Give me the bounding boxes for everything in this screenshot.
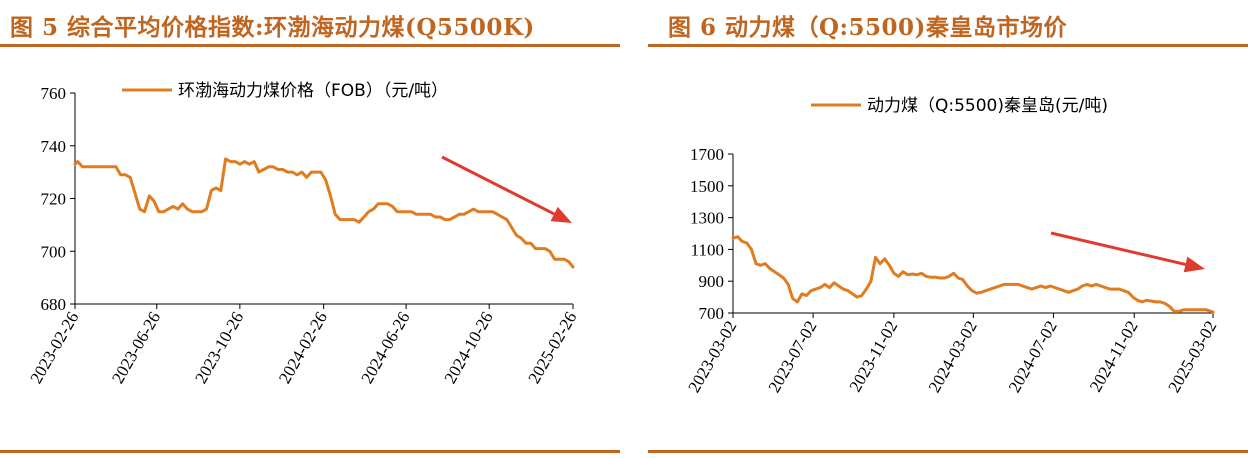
y-tick-label: 1300 <box>690 209 724 228</box>
figure-5-top-rule <box>0 44 620 47</box>
figure-6-top-rule <box>648 44 1248 47</box>
y-tick-label: 700 <box>41 242 67 261</box>
figure-5-line-chart: 680 700 720 740 760 2023-02-26 2023-06-26 2023-… <box>26 81 580 387</box>
figure-6-line-chart: 700 900 1100 1300 1500 1700 2023-03-02 2023-07-… <box>684 96 1220 396</box>
trend-arrow-shaft <box>441 155 555 216</box>
y-tick-label: 1500 <box>690 177 724 196</box>
x-tick-label: 2024-10-26 <box>441 309 497 387</box>
x-tick-label: 2024-03-02 <box>925 318 981 396</box>
x-tick-label: 2023-11-02 <box>846 318 902 396</box>
x-tick-label: 2025-02-26 <box>524 309 580 387</box>
y-tick-label: 760 <box>41 84 67 103</box>
figure-6-panel: 图 6 动力煤（Q:5500)秦皇岛市场价 700 900 1100 1300 1500… <box>648 0 1248 458</box>
y-tick-label: 680 <box>41 295 67 314</box>
x-tick-label: 2023-07-02 <box>764 318 820 396</box>
x-tick-label: 2024-06-26 <box>357 309 413 387</box>
legend-label: 环渤海动力煤价格（FOB）（元/吨） <box>178 81 448 101</box>
figure-6-title: 图 6 动力煤（Q:5500)秦皇岛市场价 <box>668 14 1067 41</box>
x-tick-label: 2024-07-02 <box>1005 318 1061 396</box>
x-tick-label: 2023-02-26 <box>26 309 82 387</box>
x-tick-label: 2024-11-02 <box>1086 318 1142 396</box>
x-tick-label: 2024-02-26 <box>275 309 331 387</box>
trend-arrow-head <box>1183 256 1205 273</box>
trend-arrow-shaft <box>1050 231 1186 266</box>
y-tick-label: 740 <box>41 137 67 156</box>
figure-5-panel: 图 5 综合平均价格指数:环渤海动力煤(Q5500K) 680 700 720 740… <box>0 0 620 458</box>
trend-arrow-head <box>550 206 572 223</box>
y-tick-label: 1700 <box>690 145 724 164</box>
series-line <box>731 235 1215 314</box>
y-tick-label: 1100 <box>691 240 724 259</box>
figure-5-bottom-rule <box>0 450 620 453</box>
figure-5-title: 图 5 综合平均价格指数:环渤海动力煤(Q5500K) <box>10 14 535 41</box>
x-tick-label: 2023-06-26 <box>108 309 164 387</box>
y-tick-label: 700 <box>699 304 725 323</box>
x-tick-label: 2025-03-02 <box>1164 318 1220 396</box>
series-line <box>73 157 575 269</box>
y-tick-label: 900 <box>699 272 725 291</box>
x-tick-label: 2023-10-26 <box>191 309 247 387</box>
y-tick-label: 720 <box>41 190 67 209</box>
legend-label: 动力煤（Q:5500)秦皇岛(元/吨) <box>867 96 1108 116</box>
x-tick-label: 2023-03-02 <box>684 318 740 396</box>
figure-6-bottom-rule <box>648 450 1248 453</box>
